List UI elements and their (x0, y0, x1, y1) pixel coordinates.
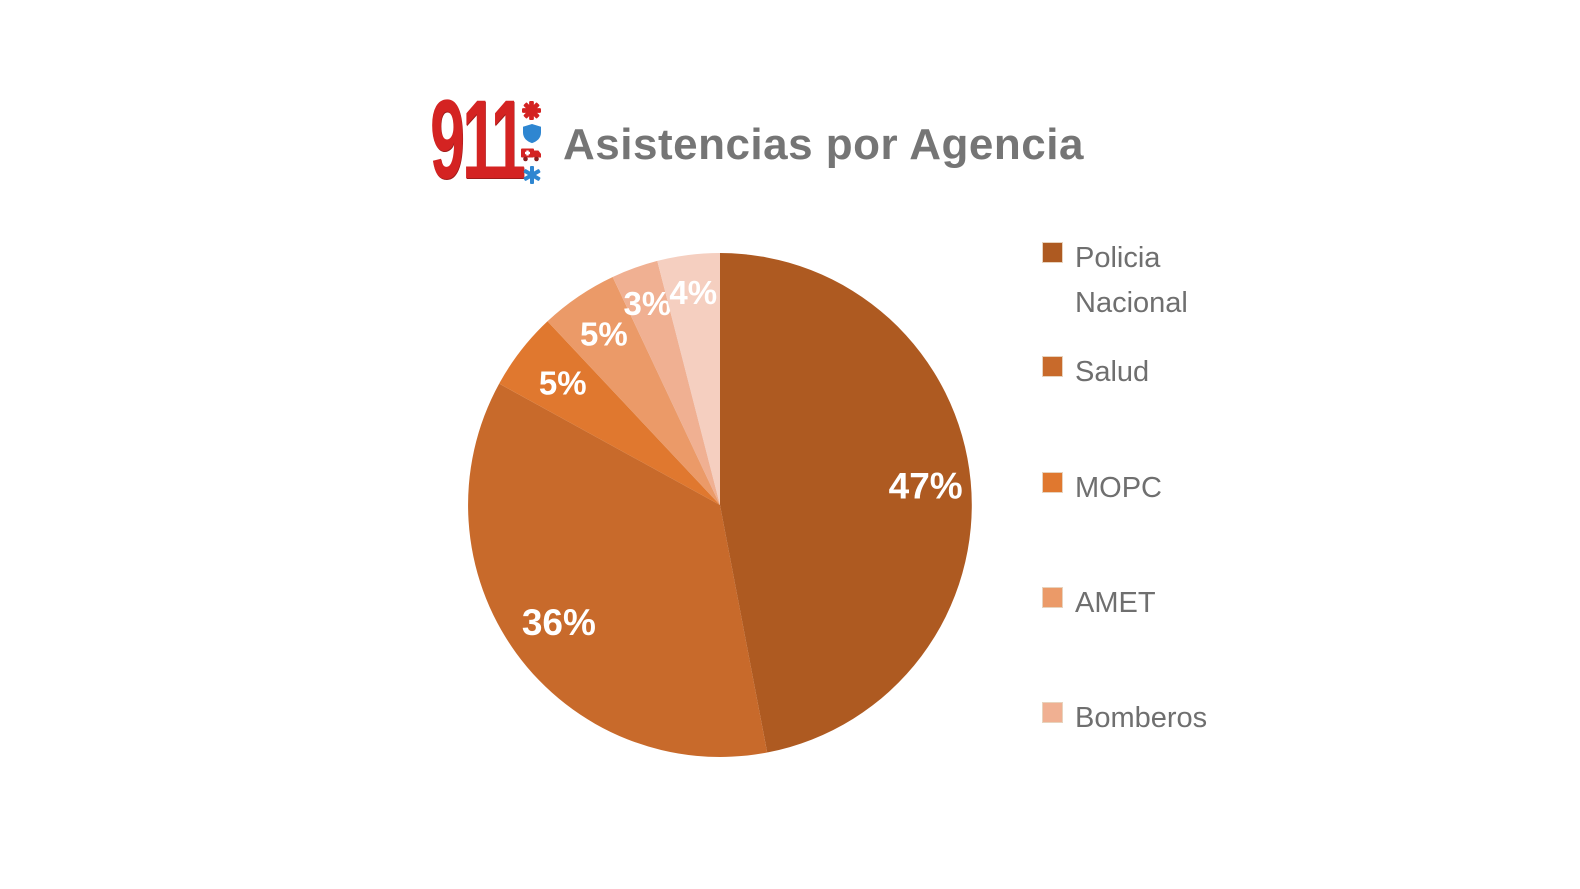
star-of-life-icon (523, 166, 540, 184)
legend-label: Policia Nacional (1075, 242, 1188, 319)
legend-item-salud: Salud (1042, 350, 1253, 395)
chart-title: Asistencias por Agencia (563, 120, 1084, 169)
legend-swatch-mopc (1042, 472, 1063, 493)
pie-data-label-policia-nacional: 47% (889, 466, 963, 507)
legend-item-amet: AMET (1042, 581, 1253, 626)
legend-swatch-amet (1042, 587, 1063, 608)
medical-cross-icon (522, 101, 541, 120)
logo-911-text: 911 (430, 77, 526, 202)
pie-data-label-mopc: 5% (539, 365, 587, 402)
pie-data-label-bomberos: 3% (624, 285, 672, 322)
legend-swatch-salud (1042, 356, 1063, 377)
pie-slice-unlabeled (657, 252, 720, 505)
pie-slice-bomberos (612, 260, 720, 505)
legend-label: Salud (1075, 356, 1150, 388)
ambulance-icon (521, 148, 541, 162)
legend-label: AMET (1075, 587, 1156, 619)
legend-item-policia-nacional: Policia Nacional (1042, 236, 1253, 326)
pie-slice-policia-nacional (720, 253, 972, 753)
pie-data-label-amet: 5% (580, 316, 628, 353)
legend-item-mopc: MOPC (1042, 466, 1253, 511)
pie-slice-salud (468, 383, 768, 757)
pie-data-label-salud: 36% (522, 602, 596, 643)
pie-slice-amet (547, 277, 720, 505)
pie-slice-mopc (499, 321, 720, 505)
legend-label: Bomberos (1075, 702, 1208, 734)
legend-swatch-bomberos (1042, 702, 1063, 723)
legend-item-bomberos: Bomberos (1042, 696, 1253, 741)
police-shield-icon (522, 123, 541, 144)
pie-data-label-unlabeled: 4% (669, 274, 717, 311)
logo-icon-column (521, 101, 542, 184)
legend-label: MOPC (1075, 472, 1162, 504)
legend-swatch-policia-nacional (1042, 242, 1063, 263)
